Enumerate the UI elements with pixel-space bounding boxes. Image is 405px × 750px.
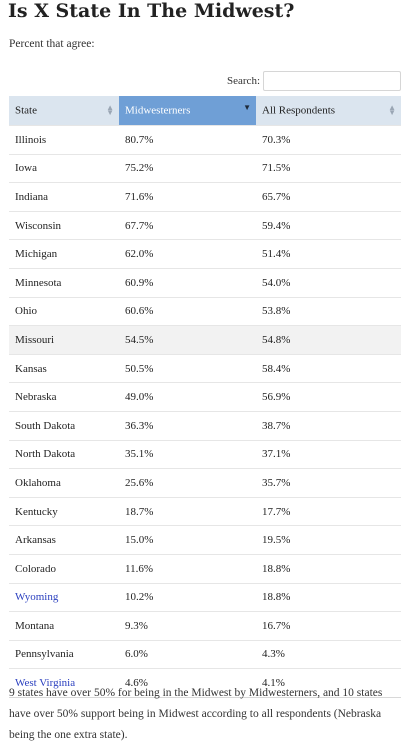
- table-row: South Dakota 36.3% 38.7%: [9, 410, 401, 441]
- table-header-row: State ▲ ▼ Midwesterners ▼ All Respondents…: [9, 96, 401, 126]
- cell-midwesterners: 35.1%: [119, 439, 256, 469]
- cell-state: Illinois: [9, 125, 119, 155]
- cell-all-respondents: 18.8%: [256, 582, 401, 612]
- table-row: Montana 9.3% 16.7%: [9, 611, 401, 641]
- cell-midwesterners: 4.6%: [119, 668, 256, 698]
- data-table: State ▲ ▼ Midwesterners ▼ All Respondents…: [9, 96, 401, 698]
- cell-state: Ohio: [9, 296, 119, 326]
- column-header-label: State: [15, 104, 37, 117]
- cell-midwesterners: 60.6%: [119, 296, 256, 326]
- cell-state: Minnesota: [9, 267, 119, 298]
- table-row: Pennsylvania 6.0% 4.3%: [9, 639, 401, 669]
- table-row: Indiana 71.6% 65.7%: [9, 182, 401, 212]
- cell-midwesterners: 75.2%: [119, 153, 256, 183]
- column-header-label: All Respondents: [262, 104, 336, 117]
- cell-midwesterners: 62.0%: [119, 239, 256, 269]
- cell-all-respondents: 58.4%: [256, 353, 401, 383]
- cell-state: Kentucky: [9, 496, 119, 526]
- cell-all-respondents: 70.3%: [256, 125, 401, 155]
- cell-all-respondents: 4.3%: [256, 639, 401, 669]
- search-input[interactable]: [263, 71, 401, 91]
- table-row: West Virginia 4.6% 4.1%: [9, 668, 401, 698]
- cell-all-respondents: 18.8%: [256, 553, 401, 583]
- cell-all-respondents: 38.7%: [256, 410, 401, 441]
- cell-midwesterners: 11.6%: [119, 553, 256, 583]
- cell-midwesterners: 60.9%: [119, 267, 256, 298]
- cell-all-respondents: 65.7%: [256, 182, 401, 212]
- cell-all-respondents: 59.4%: [256, 210, 401, 240]
- cell-state: Pennsylvania: [9, 639, 119, 669]
- cell-all-respondents: 17.7%: [256, 496, 401, 526]
- table-row: Wisconsin 67.7% 59.4%: [9, 210, 401, 240]
- table-row: Arkansas 15.0% 19.5%: [9, 525, 401, 555]
- cell-all-respondents: 16.7%: [256, 611, 401, 641]
- cell-all-respondents: 19.5%: [256, 525, 401, 555]
- table-row: Missouri 54.5% 54.8%: [9, 325, 401, 355]
- cell-midwesterners: 25.6%: [119, 468, 256, 498]
- page-title: Is X State In The Midwest?: [8, 0, 295, 22]
- cell-midwesterners: 49.0%: [119, 382, 256, 412]
- column-header-state[interactable]: State ▲ ▼: [9, 96, 119, 126]
- cell-midwesterners: 15.0%: [119, 525, 256, 555]
- column-header-all-respondents[interactable]: All Respondents ▲ ▼: [256, 96, 401, 126]
- cell-all-respondents: 54.8%: [256, 325, 401, 355]
- cell-midwesterners: 50.5%: [119, 353, 256, 383]
- cell-state: North Dakota: [9, 439, 119, 469]
- table-row: Michigan 62.0% 51.4%: [9, 239, 401, 269]
- table-row: North Dakota 35.1% 37.1%: [9, 439, 401, 469]
- cell-state: Indiana: [9, 182, 119, 212]
- table-row: Wyoming 10.2% 18.8%: [9, 582, 401, 612]
- footnote: 9 states have over 50% for being in the …: [9, 687, 383, 741]
- table-row: Kentucky 18.7% 17.7%: [9, 496, 401, 526]
- cell-midwesterners: 54.5%: [119, 325, 256, 355]
- search-label: Search:: [227, 75, 260, 87]
- cell-state: Colorado: [9, 553, 119, 583]
- column-header-midwesterners[interactable]: Midwesterners ▼: [119, 96, 256, 126]
- cell-state: South Dakota: [9, 410, 119, 441]
- cell-midwesterners: 9.3%: [119, 611, 256, 641]
- cell-state: Kansas: [9, 353, 119, 383]
- cell-all-respondents: 51.4%: [256, 239, 401, 269]
- cell-state: Oklahoma: [9, 468, 119, 498]
- cell-state: Nebraska: [9, 382, 119, 412]
- cell-midwesterners: 6.0%: [119, 639, 256, 669]
- table-row: Kansas 50.5% 58.4%: [9, 353, 401, 383]
- sort-both-icon: ▲ ▼: [388, 103, 396, 117]
- cell-state: Michigan: [9, 239, 119, 269]
- table-row: Oklahoma 25.6% 35.7%: [9, 468, 401, 498]
- table-row: Minnesota 60.9% 54.0%: [9, 267, 401, 298]
- cell-midwesterners: 18.7%: [119, 496, 256, 526]
- table-row: Ohio 60.6% 53.8%: [9, 296, 401, 326]
- table-row: Nebraska 49.0% 56.9%: [9, 382, 401, 412]
- cell-midwesterners: 67.7%: [119, 210, 256, 240]
- search-bar: Search:: [227, 71, 401, 91]
- cell-state: Iowa: [9, 153, 119, 183]
- cell-state: Wisconsin: [9, 210, 119, 240]
- cell-all-respondents: 54.0%: [256, 267, 401, 298]
- column-header-label: Midwesterners: [125, 104, 191, 117]
- cell-all-respondents: 4.1%: [256, 668, 401, 698]
- cell-all-respondents: 71.5%: [256, 153, 401, 183]
- cell-midwesterners: 80.7%: [119, 125, 256, 155]
- cell-midwesterners: 36.3%: [119, 410, 256, 441]
- table-subtitle: Percent that agree:: [9, 38, 95, 50]
- sort-desc-icon: ▼: [243, 103, 251, 112]
- cell-state[interactable]: West Virginia: [9, 668, 119, 698]
- table-row: Colorado 11.6% 18.8%: [9, 553, 401, 583]
- sort-both-icon: ▲ ▼: [106, 103, 114, 117]
- cell-state: Missouri: [9, 325, 119, 355]
- cell-all-respondents: 37.1%: [256, 439, 401, 469]
- cell-state[interactable]: Wyoming: [9, 582, 119, 612]
- cell-all-respondents: 35.7%: [256, 468, 401, 498]
- cell-state: Arkansas: [9, 525, 119, 555]
- table-row: Iowa 75.2% 71.5%: [9, 153, 401, 183]
- table-body: Illinois 80.7% 70.3% Iowa 75.2% 71.5% Indiana 7…: [9, 125, 401, 698]
- cell-midwesterners: 71.6%: [119, 182, 256, 212]
- cell-midwesterners: 10.2%: [119, 582, 256, 612]
- cell-all-respondents: 53.8%: [256, 296, 401, 326]
- cell-state: Montana: [9, 611, 119, 641]
- cell-all-respondents: 56.9%: [256, 382, 401, 412]
- table-row: Illinois 80.7% 70.3%: [9, 125, 401, 155]
